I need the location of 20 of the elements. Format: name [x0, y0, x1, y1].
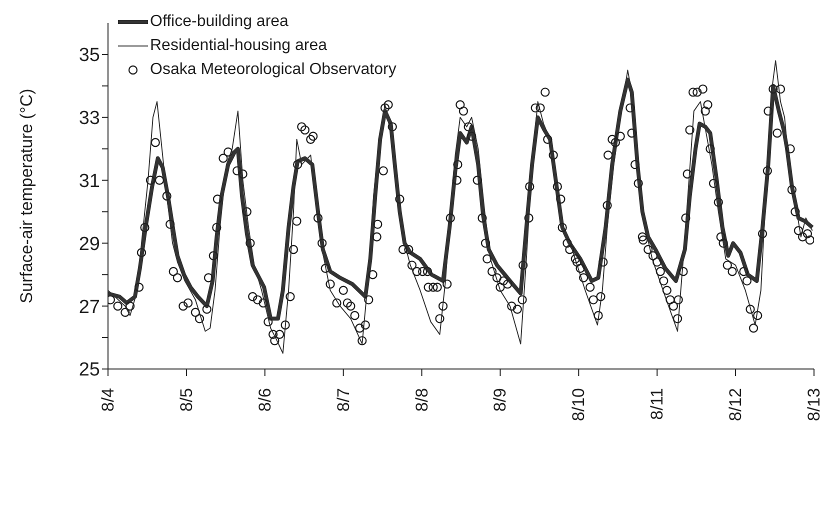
x-tick-label: 8/13 [804, 388, 824, 422]
y-tick-label: 33 [78, 108, 100, 130]
y-axis-title: Surface-air temperature (°C) [17, 88, 36, 304]
x-tick-label: 8/9 [490, 388, 510, 412]
y-tick-label: 29 [78, 234, 100, 255]
y-tick-label: 25 [78, 360, 100, 381]
legend-label: Osaka Meteorological Observatory [150, 61, 396, 79]
legend-label: Office-building area [150, 13, 288, 31]
x-tick-label: 8/6 [255, 388, 274, 412]
x-tick-label: 8/7 [334, 388, 353, 412]
y-tick-label: 31 [78, 171, 100, 192]
y-tick-label: 35 [78, 45, 100, 66]
x-tick-label: 8/12 [726, 388, 746, 422]
legend-label: Residential-housing area [150, 37, 327, 55]
x-tick-label: 8/8 [412, 388, 432, 412]
x-tick-label: 8/11 [648, 388, 667, 420]
x-tick-label: 8/4 [98, 388, 118, 412]
x-tick-label: 8/10 [569, 388, 588, 422]
x-tick-label: 8/5 [176, 388, 196, 412]
y-tick-label: 27 [78, 296, 100, 318]
